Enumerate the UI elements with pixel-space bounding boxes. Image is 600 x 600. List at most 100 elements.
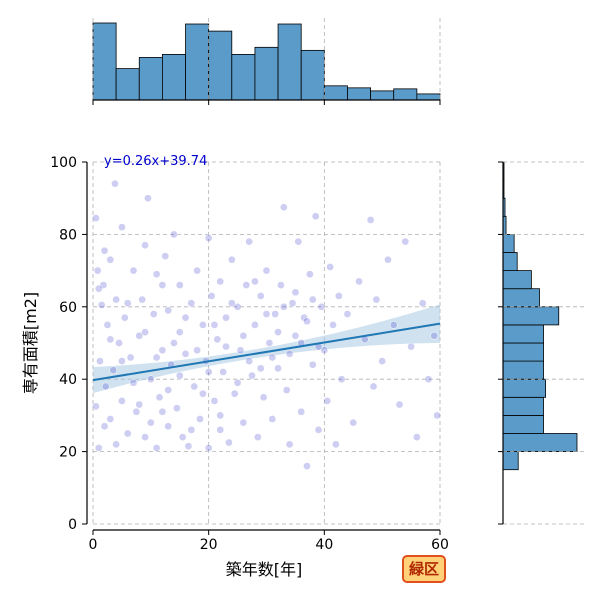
- x-tick-label: 60: [431, 537, 449, 553]
- scatter-point: [181, 350, 190, 358]
- scatter-point: [152, 353, 161, 362]
- scatter-point: [285, 350, 294, 358]
- scatter-point: [262, 266, 271, 275]
- x-hist-bar: [92, 22, 117, 101]
- regression-line: [92, 322, 441, 382]
- scatter-point: [308, 295, 317, 304]
- scatter-point: [326, 263, 334, 271]
- scatter-point: [256, 364, 265, 373]
- scatter-point: [204, 368, 213, 376]
- scatter-point: [222, 313, 230, 322]
- scatter-point: [433, 411, 441, 420]
- scatter-point: [297, 407, 306, 416]
- scatter-point: [118, 397, 126, 405]
- scatter-point: [251, 277, 259, 286]
- scatter-point: [282, 386, 291, 394]
- y-hist-bar: [502, 324, 544, 344]
- scatter-point: [219, 368, 227, 376]
- scatter-point: [216, 277, 225, 286]
- scatter-point: [366, 216, 375, 224]
- scatter-point: [216, 411, 225, 420]
- scatter-point: [100, 246, 109, 255]
- scatter-point: [111, 179, 119, 188]
- x-hist-bar: [115, 68, 140, 101]
- x-hist-bar: [416, 93, 441, 101]
- scatter-point: [311, 212, 320, 221]
- y-marginal-histogram: [498, 161, 585, 525]
- scatter-point: [303, 317, 311, 326]
- scatter-point: [369, 382, 378, 391]
- scatter-point: [158, 281, 167, 289]
- scatter-point: [118, 357, 126, 365]
- x-hist-bar: [138, 57, 163, 101]
- regression-line-group: [92, 322, 441, 382]
- scatter-point: [271, 310, 280, 318]
- scatter-point: [118, 223, 126, 232]
- scatter-point: [248, 371, 256, 380]
- grid-lines: [92, 161, 441, 525]
- y-hist-bar: [502, 414, 544, 434]
- scatter-point: [285, 440, 294, 449]
- scatter-point: [253, 433, 262, 441]
- scatter-point: [190, 382, 199, 391]
- scatter-point: [227, 299, 236, 308]
- scatter-point: [413, 433, 421, 441]
- scatter-point: [101, 382, 110, 391]
- scatter-point: [144, 194, 152, 203]
- scatter-point: [233, 378, 242, 387]
- scatter-point: [262, 310, 271, 318]
- scatter-point: [280, 302, 288, 311]
- scatter-point: [97, 301, 106, 309]
- scatter-point: [187, 426, 196, 434]
- scatter-point: [123, 299, 132, 308]
- scatter-point: [152, 444, 161, 452]
- y-hist-bar: [502, 252, 518, 272]
- scatter-point: [424, 375, 433, 384]
- scatter-point: [96, 357, 104, 365]
- scatter-point: [135, 331, 144, 340]
- scatter-point: [199, 389, 207, 398]
- scatter-point: [277, 281, 285, 289]
- scatter-point: [94, 284, 103, 293]
- scatter-point: [227, 255, 236, 264]
- scatter-point: [213, 335, 222, 344]
- scatter-point: [303, 462, 311, 470]
- scatter-point: [288, 299, 297, 308]
- scatter-point: [306, 270, 314, 279]
- y-hist-bar: [502, 288, 540, 308]
- main-axes: 0 20 40 60 80 100 0 20 40 60: [50, 155, 449, 553]
- x-hist-bar: [393, 88, 418, 101]
- scatter-point: [155, 393, 164, 402]
- x-hist-bar: [231, 54, 256, 101]
- scatter-point: [173, 404, 181, 413]
- regression-confidence-band: [93, 304, 440, 394]
- scatter-point: [149, 310, 158, 318]
- scatter-point: [204, 234, 213, 242]
- x-tick-label: 20: [200, 537, 218, 553]
- scatter-point: [106, 415, 115, 423]
- scatter-point: [92, 214, 100, 222]
- scatter-point: [106, 335, 115, 344]
- scatter-point: [158, 407, 167, 416]
- scatter-point: [314, 426, 323, 434]
- scatter-point: [384, 255, 392, 264]
- scatter-point: [337, 375, 346, 384]
- y-tick-label: 40: [59, 372, 77, 388]
- scatter-point: [103, 321, 112, 329]
- scatter-point: [256, 292, 265, 300]
- scatter-point: [274, 328, 282, 336]
- scatter-point: [210, 321, 219, 329]
- scatter-point: [236, 346, 245, 355]
- scatter-point: [251, 321, 259, 329]
- confidence-band: [93, 304, 440, 394]
- y-hist-bar: [502, 270, 532, 290]
- x-axis-title: 築年数[年]: [226, 560, 303, 579]
- y-axis-title: 専有面積[m2]: [21, 292, 40, 394]
- y-hist-bar: [502, 451, 519, 471]
- scatter-point: [129, 378, 138, 387]
- scatter-point: [222, 342, 230, 351]
- x-tick-label: 0: [89, 537, 98, 553]
- scatter-point: [225, 438, 233, 447]
- scatter-point: [94, 444, 103, 452]
